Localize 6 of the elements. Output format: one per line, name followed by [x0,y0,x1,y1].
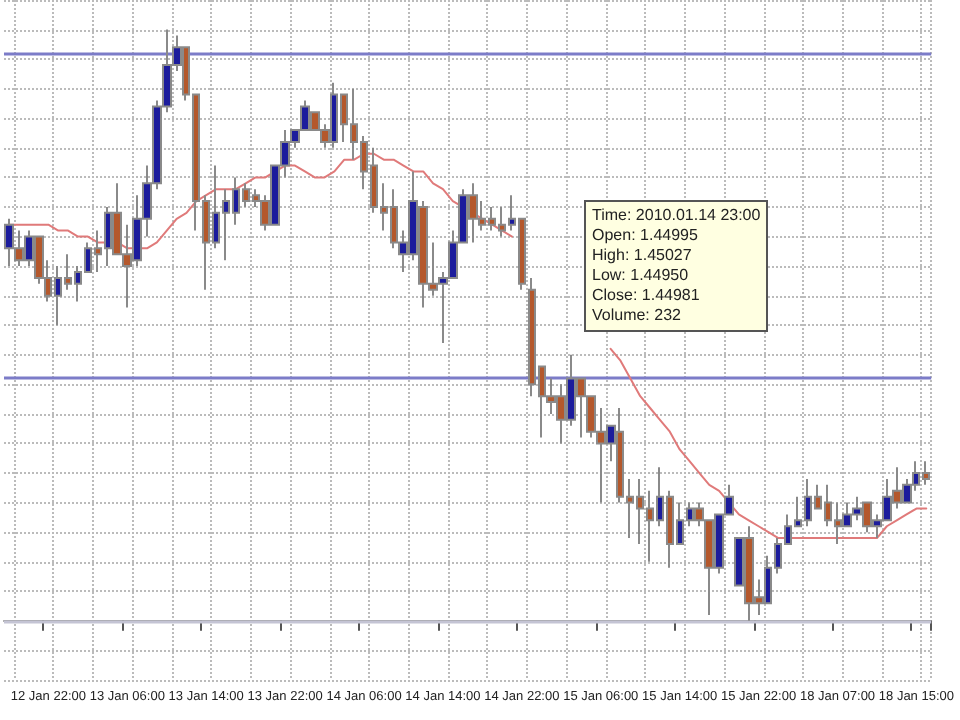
annotation: Volume: 232 [592,306,683,326]
annotation: Open: 1.44995 [592,226,700,246]
annotation: Close: 1.44981 [592,286,702,306]
annotation: High: 1.45027 [592,246,694,266]
annotation: Time: 2010.01.14 23:00 [592,206,761,226]
annotation: Low: 1.44950 [592,266,691,286]
